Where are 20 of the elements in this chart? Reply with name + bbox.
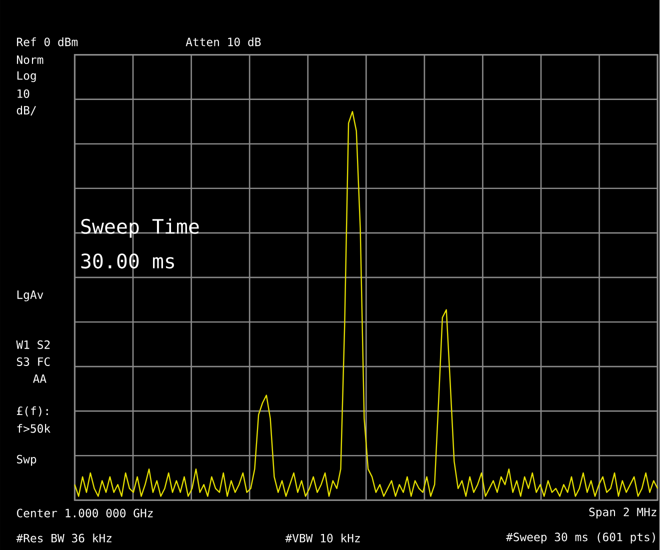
text: Center 1.000 000 GHz [16, 508, 153, 518]
text: 10 [18, 89, 30, 98]
text: Ref 0 dBm [17, 37, 78, 46]
text: AA [33, 374, 46, 383]
text: Log [17, 71, 36, 82]
text: #VBW 10 kHz [285, 534, 360, 542]
text: £(f): [16, 406, 48, 417]
text: W1 S2 [16, 340, 50, 350]
text: #Res BW 36 kHz [16, 534, 112, 542]
text: LgAv [17, 290, 44, 302]
text: Swp [16, 454, 36, 466]
text: Span 2 MHz [589, 508, 656, 519]
text: dB/ [16, 106, 36, 116]
text: f>50k [17, 424, 50, 433]
text: Atten 10 dB [186, 37, 261, 46]
annotation: Sweep Time [81, 218, 199, 238]
text: #Sweep 30 ms (601 pts) [506, 532, 655, 544]
annotation: 30.00 ms [81, 254, 174, 269]
text: S3 FC [16, 357, 50, 366]
text: Norm [16, 56, 44, 64]
